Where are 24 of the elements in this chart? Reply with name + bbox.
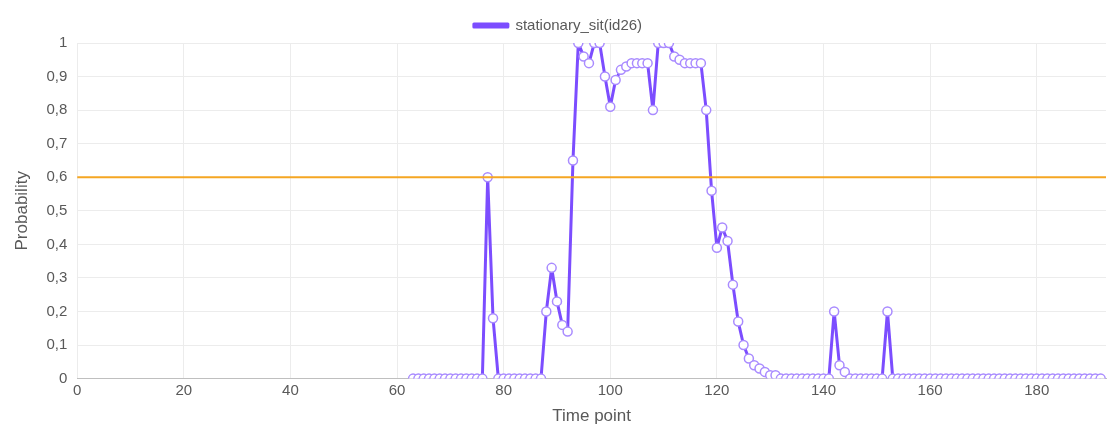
x-tick-label: 80: [495, 380, 513, 398]
x-tick-label: 140: [810, 380, 837, 398]
x-tick-label: 120: [704, 380, 730, 398]
y-tick-label: 0,6: [46, 167, 68, 185]
y-tick-label: 0: [58, 368, 68, 386]
y-tick-label: 0,4: [46, 234, 68, 252]
x-tick-label: 20: [175, 380, 193, 398]
y-tick-label: 0,2: [46, 301, 68, 319]
y-tick-label: 0,3: [46, 268, 68, 286]
y-tick-label: 0,9: [46, 66, 68, 84]
legend-label: stationary_sit(id26): [515, 15, 643, 33]
y-tick-label: 0,1: [46, 335, 68, 353]
x-tick-label: 60: [388, 380, 406, 398]
x-tick-label: 100: [597, 380, 623, 398]
x-tick-label: 0: [73, 380, 82, 398]
y-tick-label: 0,7: [46, 133, 68, 151]
x-tick-label: 40: [282, 380, 299, 398]
y-tick-label: 0,5: [46, 200, 68, 218]
x-tick-label: 180: [1024, 380, 1050, 398]
x-tick-label: 160: [917, 380, 943, 398]
y-tick-label: 0,8: [46, 100, 68, 118]
x-axis-title: Time point: [552, 406, 632, 426]
y-axis-title: Probability: [11, 170, 31, 251]
y-tick-label: 1: [58, 33, 68, 51]
